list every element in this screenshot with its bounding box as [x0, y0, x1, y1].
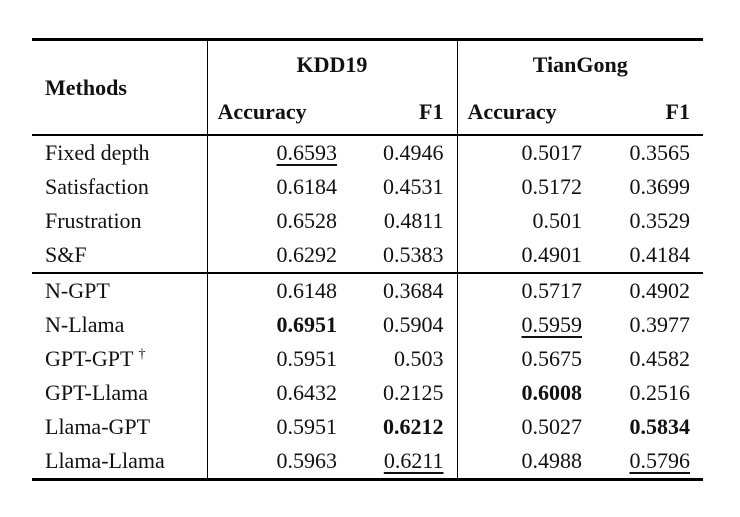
value-cell: 0.4811 — [383, 208, 444, 233]
method-label: GPT-Llama — [45, 380, 149, 405]
value-cell: 0.4946 — [383, 140, 444, 165]
row-group-0: Fixed depth 0.6593 0.4946 0.5017 0.3565 Satis… — [32, 135, 703, 273]
col-group-tiangong: TianGong — [456, 39, 703, 89]
value-cell: 0.3565 — [629, 140, 691, 165]
value-cell: 0.5796 — [629, 448, 691, 473]
table-row: Fixed depth 0.6593 0.4946 0.5017 0.3565 — [32, 135, 703, 170]
table-row: Llama-Llama 0.5963 0.6211 0.4988 0.5796 — [32, 444, 703, 480]
value-cell: 0.4582 — [629, 346, 691, 371]
value-cell: 0.5951 — [206, 410, 350, 444]
row-group-1: N-GPT 0.6148 0.3684 0.5717 0.4902 N-Llama 0.69… — [32, 273, 703, 480]
col-header-tiangong-f1: F1 — [665, 98, 690, 124]
value-cell: 0.5834 — [629, 414, 691, 439]
method-cell: N-GPT — [32, 273, 207, 308]
group-header-row: Methods KDD19 TianGong — [32, 39, 703, 100]
method-label: Frustration — [45, 208, 142, 233]
value-cell: 0.5951 — [206, 342, 350, 376]
method-label: S&F — [45, 242, 87, 267]
table-row: Frustration 0.6528 0.4811 0.501 0.3529 — [32, 204, 703, 238]
value-cell: 0.4901 — [456, 238, 595, 273]
value-cell: 0.503 — [394, 346, 444, 371]
value-cell: 0.2125 — [383, 380, 444, 405]
col-header-tiangong-accuracy: Accuracy — [456, 89, 595, 135]
method-label: Satisfaction — [45, 174, 149, 199]
value-cell: 0.3684 — [383, 278, 444, 303]
value-cell: 0.6148 — [206, 273, 350, 308]
method-cell: S&F — [32, 238, 207, 273]
value-cell: 0.3977 — [629, 312, 691, 337]
table-row: N-GPT 0.6148 0.3684 0.5717 0.4902 — [32, 273, 703, 308]
table-row: Llama-GPT 0.5951 0.6212 0.5027 0.5834 — [32, 410, 703, 444]
paper-page: Methods KDD19 TianGong Accuracy F1 Accur… — [0, 38, 740, 517]
value-cell: 0.6528 — [206, 204, 350, 238]
value-cell: 0.5027 — [456, 410, 595, 444]
method-label: N-GPT — [45, 278, 110, 303]
value-cell: 0.6008 — [456, 376, 595, 410]
table-row: GPT-Llama 0.6432 0.2125 0.6008 0.2516 — [32, 376, 703, 410]
method-label: Fixed depth — [45, 140, 150, 165]
method-cell: Frustration — [32, 204, 207, 238]
method-label: Llama-GPT — [45, 414, 151, 439]
results-table: Methods KDD19 TianGong Accuracy F1 Accur… — [32, 38, 703, 481]
table-row: N-Llama 0.6951 0.5904 0.5959 0.3977 — [32, 308, 703, 342]
method-label: GPT-GPT — [45, 346, 134, 371]
method-label: N-Llama — [45, 312, 125, 337]
value-cell: 0.5172 — [456, 170, 595, 204]
value-cell: 0.5963 — [206, 444, 350, 480]
value-cell: 0.6211 — [383, 448, 444, 473]
value-cell: 0.4902 — [629, 278, 691, 303]
value-cell: 0.6432 — [206, 376, 350, 410]
col-header-kdd19-accuracy: Accuracy — [206, 89, 350, 135]
dagger-footnote-marker: † — [138, 346, 146, 362]
method-cell: GPT-Llama — [32, 376, 207, 410]
table-row: GPT-GPT † 0.5951 0.503 0.5675 0.4582 — [32, 342, 703, 376]
table-row: S&F 0.6292 0.5383 0.4901 0.4184 — [32, 238, 703, 273]
col-header-kdd19-f1: F1 — [419, 98, 444, 124]
value-cell: 0.6593 — [206, 135, 350, 170]
value-cell: 0.5675 — [456, 342, 595, 376]
method-cell: Satisfaction — [32, 170, 207, 204]
value-cell: 0.6184 — [206, 170, 350, 204]
value-cell: 0.3529 — [629, 208, 691, 233]
value-cell: 0.5959 — [456, 308, 595, 342]
value-cell: 0.2516 — [629, 380, 691, 405]
value-cell: 0.4531 — [383, 174, 444, 199]
table-row: Satisfaction 0.6184 0.4531 0.5172 0.3699 — [32, 170, 703, 204]
value-cell: 0.5904 — [383, 312, 444, 337]
value-cell: 0.6292 — [206, 238, 350, 273]
col-header-methods: Methods — [45, 74, 127, 100]
value-cell: 0.3699 — [629, 174, 691, 199]
method-cell: Llama-Llama — [32, 444, 207, 480]
method-cell: GPT-GPT † — [32, 342, 207, 376]
value-cell: 0.6951 — [206, 308, 350, 342]
value-cell: 0.5017 — [456, 135, 595, 170]
value-cell: 0.5717 — [456, 273, 595, 308]
method-cell: N-Llama — [32, 308, 207, 342]
method-label: Llama-Llama — [45, 448, 165, 473]
sub-header-row: Accuracy F1 Accuracy F1 — [32, 89, 703, 135]
method-cell: Fixed depth — [32, 135, 207, 170]
col-group-kdd19: KDD19 — [206, 39, 457, 89]
table-header: Methods KDD19 TianGong Accuracy F1 Accur… — [32, 39, 703, 135]
value-cell: 0.4184 — [629, 242, 691, 267]
value-cell: 0.5383 — [383, 242, 444, 267]
value-cell: 0.4988 — [456, 444, 595, 480]
value-cell: 0.501 — [456, 204, 595, 238]
value-cell: 0.6212 — [383, 414, 444, 439]
method-cell: Llama-GPT — [32, 410, 207, 444]
